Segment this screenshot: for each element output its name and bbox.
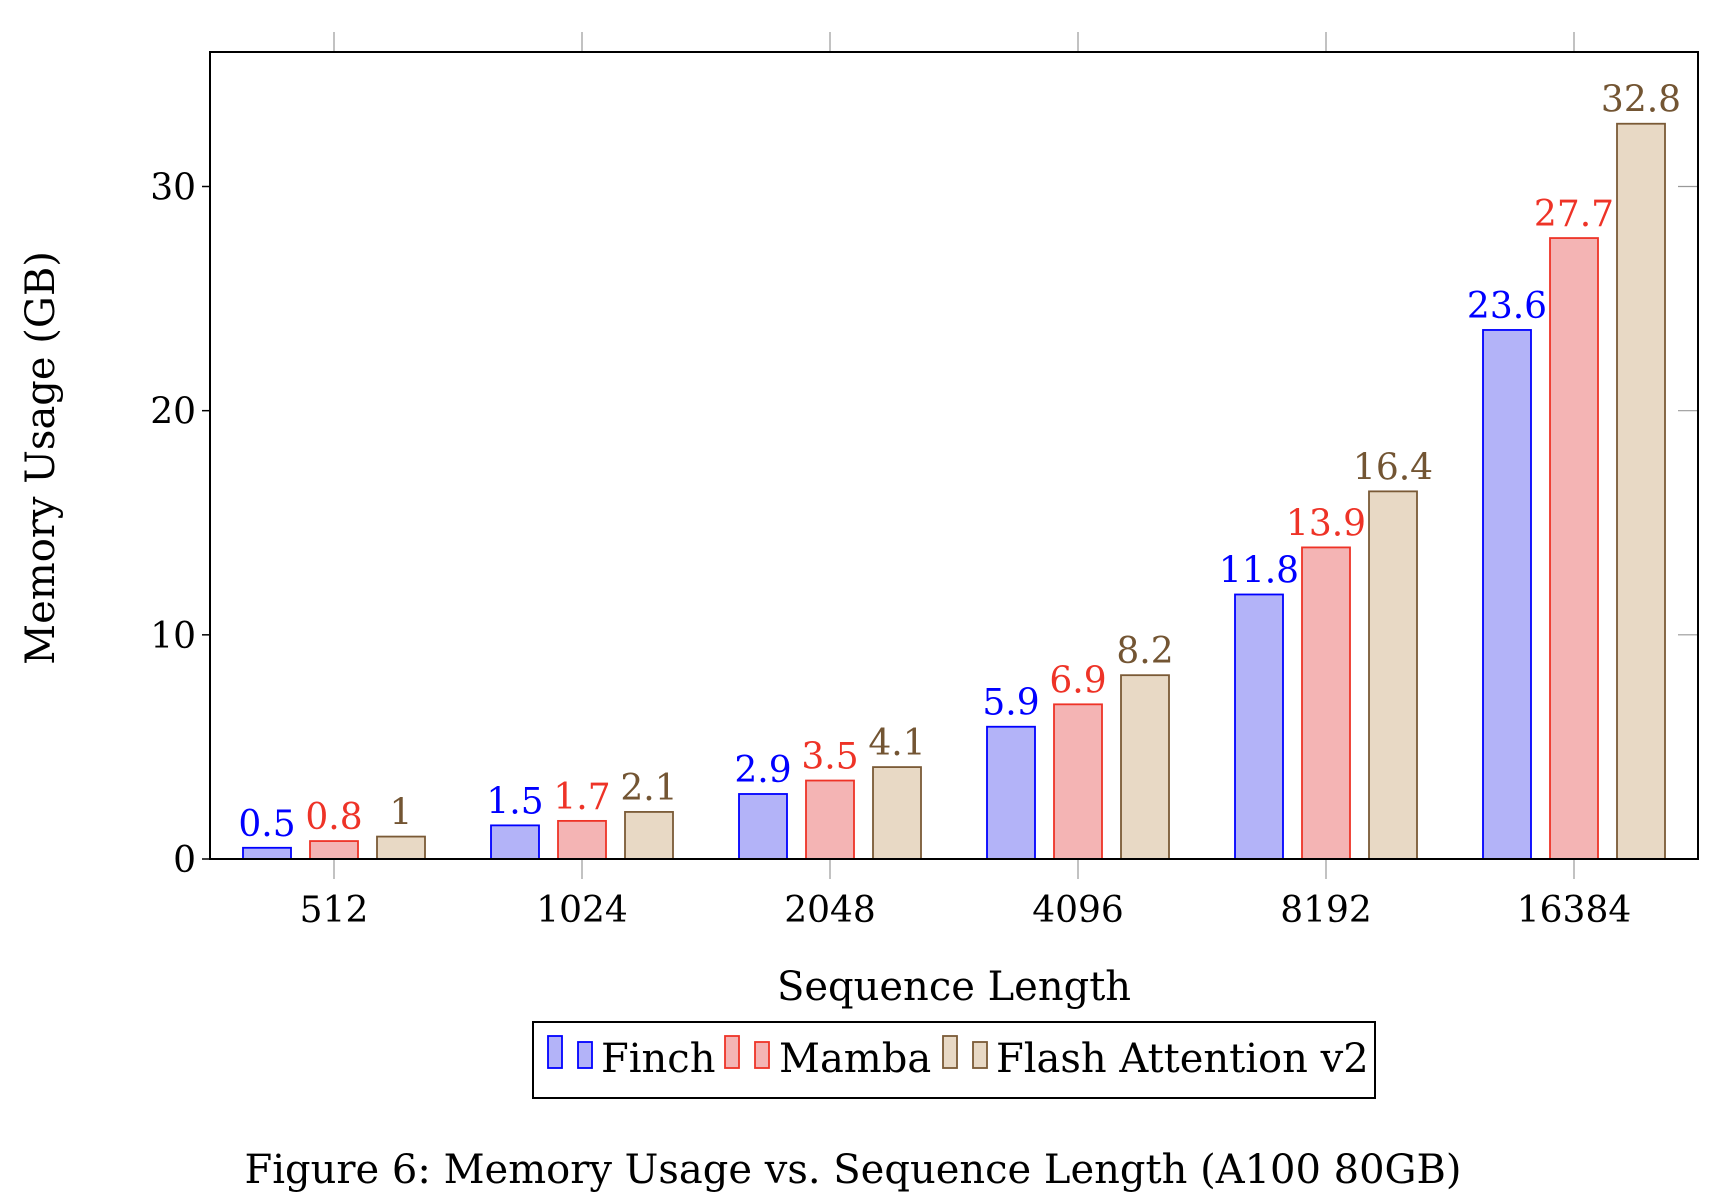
data-label: 1.7 (553, 777, 610, 818)
bar-flash-attention-v2 (624, 811, 674, 860)
legend-label: Flash Attention v2 (996, 1036, 1369, 1082)
data-label: 11.8 (1219, 550, 1299, 591)
bar-flash-attention-v2 (1368, 490, 1418, 860)
data-label: 13.9 (1286, 503, 1366, 544)
x-tick-label: 8192 (1280, 890, 1372, 931)
bar-finch (986, 725, 1036, 860)
legend-swatch (972, 1041, 988, 1069)
x-axis-label: Sequence Length (777, 964, 1131, 1010)
bar-mamba (1549, 237, 1599, 860)
data-label: 23.6 (1467, 286, 1547, 327)
bar-mamba (1301, 546, 1351, 860)
legend-swatch (754, 1041, 770, 1069)
bar-mamba (1053, 703, 1103, 860)
bar-finch (242, 846, 292, 860)
bar-finch (490, 824, 540, 860)
data-label: 2.1 (620, 768, 677, 809)
data-label: 4.1 (868, 723, 925, 764)
bar-finch (1482, 329, 1532, 860)
legend-label: Finch (601, 1036, 715, 1082)
y-tick-label: 20 (150, 392, 196, 433)
bar-flash-attention-v2 (376, 835, 426, 860)
bar-flash-attention-v2 (872, 766, 922, 860)
bar-finch (738, 793, 788, 860)
x-tick-label: 16384 (1517, 890, 1632, 931)
bar-finch (1234, 593, 1284, 860)
x-tick-label: 4096 (1032, 890, 1124, 931)
bar-mamba (805, 779, 855, 860)
x-tick-label: 512 (300, 890, 369, 931)
data-label: 5.9 (982, 683, 1039, 724)
data-label: 6.9 (1049, 660, 1106, 701)
y-tick-label: 0 (173, 840, 196, 881)
y-axis-label: Memory Usage (GB) (18, 251, 64, 665)
legend: Finch Mamba Flash Attention v2 (532, 1021, 1376, 1099)
bar-flash-attention-v2 (1120, 674, 1170, 860)
bar-mamba (309, 840, 359, 860)
x-tick-label: 2048 (784, 890, 876, 931)
legend-swatch (724, 1035, 740, 1069)
data-label: 1 (390, 793, 413, 834)
legend-swatch (577, 1041, 593, 1069)
data-label: 0.8 (305, 797, 362, 838)
figure-caption: Figure 6: Memory Usage vs. Sequence Leng… (245, 1147, 1462, 1193)
data-label: 16.4 (1353, 447, 1433, 488)
y-tick-label: 30 (150, 168, 196, 209)
legend-swatch (547, 1035, 563, 1069)
data-label: 2.9 (734, 750, 791, 791)
legend-swatch (942, 1035, 958, 1069)
y-tick-label: 10 (150, 616, 196, 657)
data-label: 1.5 (486, 781, 543, 822)
x-tick-label: 1024 (536, 890, 628, 931)
data-label: 32.8 (1601, 80, 1681, 121)
data-label: 8.2 (1116, 631, 1173, 672)
legend-label: Mamba (779, 1036, 931, 1082)
bar-mamba (557, 819, 607, 860)
bar-flash-attention-v2 (1616, 122, 1666, 860)
data-label: 0.5 (238, 804, 295, 845)
plot-frame (209, 51, 1699, 860)
data-label: 3.5 (801, 737, 858, 778)
data-label: 27.7 (1534, 194, 1614, 235)
